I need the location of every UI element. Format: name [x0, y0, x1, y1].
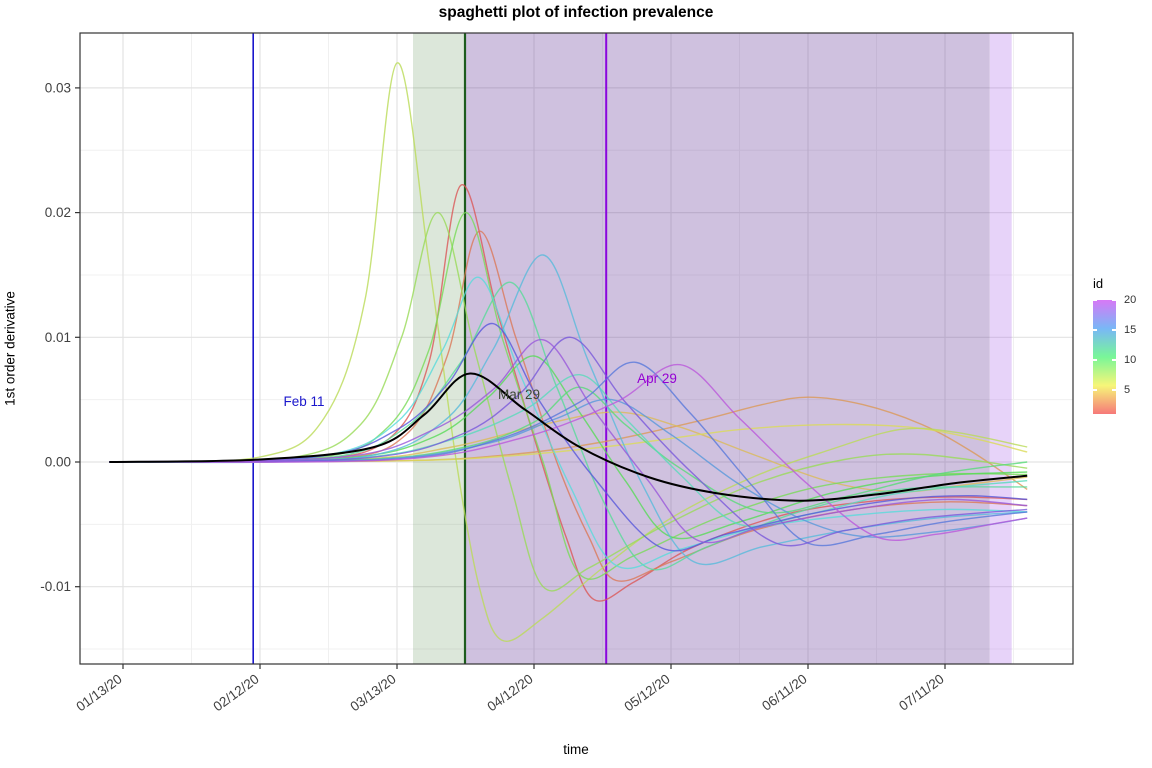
y-tick-label: 0.00	[45, 455, 71, 470]
series-id-19	[109, 339, 1028, 544]
x-tick-label: 07/11/20	[896, 671, 947, 713]
y-tick-label: 0.01	[45, 330, 71, 345]
series-id-8	[109, 211, 1028, 580]
legend-tick	[1093, 359, 1097, 361]
series-id-11	[109, 281, 1028, 571]
legend-tick	[1112, 299, 1116, 301]
annotation-mar-29: Mar 29	[498, 387, 540, 402]
x-tick-label: 01/13/20	[73, 671, 124, 714]
legend-tick	[1112, 359, 1116, 361]
legend-tick	[1112, 329, 1116, 331]
series-id-17	[109, 322, 1028, 552]
legend-tick	[1093, 299, 1097, 301]
series-id-15	[109, 398, 1028, 538]
series-id-20	[109, 363, 1028, 541]
legend-tick-label: 20	[1124, 294, 1137, 306]
x-tick-label: 05/12/20	[621, 671, 672, 714]
x-tick-label: 02/12/20	[210, 671, 261, 714]
green-band	[413, 33, 466, 664]
legend-tick-label: 15	[1124, 324, 1137, 336]
legend-tick-label: 10	[1124, 354, 1137, 366]
x-tick-label: 06/11/20	[759, 671, 810, 713]
y-tick-label: 0.02	[45, 205, 71, 220]
violet-band	[989, 33, 1012, 664]
colorbar-legend: id 20 15 10 5	[1086, 276, 1150, 414]
legend-gradient-bar	[1093, 300, 1116, 414]
x-axis-title: time	[563, 742, 589, 757]
annotation-feb-11: Feb 11	[283, 394, 324, 409]
x-tick-label: 04/12/20	[484, 671, 535, 714]
mean-line	[109, 372, 1028, 502]
legend-tick	[1093, 329, 1097, 331]
y-tick-label: 0.03	[45, 80, 71, 95]
chart-title: spaghetti plot of infection prevalence	[438, 4, 714, 21]
legend-title: id	[1093, 276, 1104, 291]
series-id-12	[109, 373, 1028, 528]
x-tick-label: 03/13/20	[347, 671, 398, 714]
series-id-7	[109, 211, 1028, 592]
legend-tick	[1112, 389, 1116, 391]
legend-tick-label: 5	[1124, 384, 1131, 396]
y-tick-label: -0.01	[40, 579, 71, 594]
series-id-13	[109, 276, 1028, 570]
annotation-apr-29: Apr 29	[637, 371, 677, 386]
legend-tick	[1093, 389, 1097, 391]
series-id-6	[109, 62, 1028, 643]
